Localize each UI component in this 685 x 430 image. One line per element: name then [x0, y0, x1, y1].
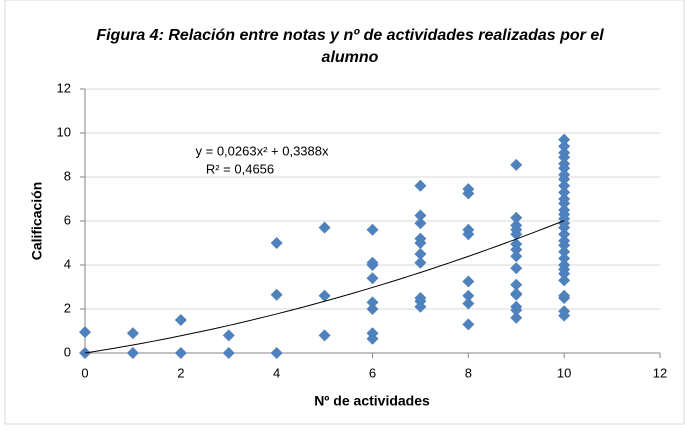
point	[174, 314, 187, 326]
point	[558, 204, 571, 216]
point	[558, 252, 571, 265]
point	[510, 211, 523, 224]
x-axis-label: Nº de actividades	[314, 393, 430, 409]
point	[366, 256, 379, 269]
point	[510, 300, 523, 313]
point	[462, 223, 475, 236]
point	[126, 347, 139, 359]
point	[558, 168, 571, 181]
point	[558, 157, 571, 170]
chart-title: alumno	[322, 49, 379, 66]
point	[270, 347, 283, 359]
point	[366, 327, 379, 340]
point	[510, 219, 523, 232]
trendline-equation: y = 0,0263x² + 0,3388x	[196, 143, 329, 158]
point	[366, 296, 379, 309]
point	[558, 259, 571, 271]
point	[558, 179, 571, 192]
x-tick-label: 0	[81, 365, 88, 380]
y-tick-label: 10	[57, 124, 71, 139]
point	[510, 158, 523, 171]
point	[558, 193, 571, 205]
y-tick-label: 4	[64, 256, 71, 271]
point	[558, 234, 571, 247]
x-tick-label: 8	[465, 365, 472, 380]
x-tick-label: 12	[653, 365, 667, 380]
point	[126, 327, 139, 340]
point	[414, 179, 427, 192]
y-tick-label: 8	[64, 168, 71, 183]
x-tick-label: 10	[557, 365, 571, 380]
point	[318, 289, 331, 302]
point	[510, 311, 523, 324]
point	[414, 232, 427, 245]
x-tick-label: 2	[177, 365, 184, 380]
trendline	[84, 220, 565, 354]
point	[318, 221, 331, 234]
chart-title: Figura 4: Relación entre notas y nº de a…	[96, 27, 604, 44]
point	[558, 186, 571, 199]
trendline-r2: R² = 0,4656	[206, 161, 274, 176]
point	[558, 289, 571, 302]
point	[270, 237, 283, 249]
point	[222, 329, 235, 342]
point	[558, 274, 571, 287]
point	[558, 133, 571, 146]
point	[558, 245, 571, 258]
point	[462, 297, 475, 310]
point	[270, 288, 283, 301]
y-tick-label: 2	[64, 300, 71, 315]
point	[462, 183, 475, 196]
x-tick-label: 4	[273, 365, 280, 380]
point	[414, 292, 427, 304]
point	[79, 326, 91, 339]
point	[366, 272, 379, 285]
y-tick-label: 0	[64, 344, 71, 359]
point	[558, 305, 571, 318]
point	[558, 146, 571, 159]
point	[414, 209, 427, 222]
point	[318, 329, 331, 342]
point	[462, 318, 475, 331]
point	[462, 275, 475, 288]
point	[366, 223, 379, 236]
point	[558, 140, 571, 153]
point	[414, 217, 427, 230]
y-axis-label: Calificación	[29, 182, 45, 261]
point	[558, 228, 571, 241]
point	[510, 287, 523, 300]
point	[510, 262, 523, 275]
y-tick-label: 6	[64, 212, 71, 227]
point	[414, 256, 427, 269]
point	[366, 303, 379, 315]
x-tick-label: 6	[369, 365, 376, 380]
point	[510, 278, 523, 291]
point	[510, 250, 523, 263]
point	[174, 347, 187, 359]
point	[222, 347, 235, 359]
point	[510, 238, 523, 251]
y-tick-label: 12	[57, 80, 71, 95]
point	[462, 289, 475, 302]
point	[414, 248, 427, 260]
